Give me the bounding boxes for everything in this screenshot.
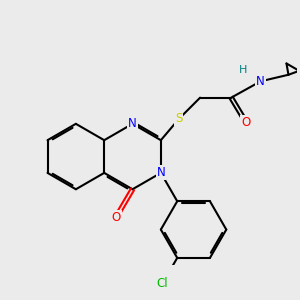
Text: S: S xyxy=(175,112,182,125)
Text: H: H xyxy=(238,65,247,75)
Text: O: O xyxy=(241,116,250,129)
Text: N: N xyxy=(256,75,265,88)
Text: Cl: Cl xyxy=(157,277,168,290)
Text: N: N xyxy=(128,117,137,130)
Text: N: N xyxy=(157,167,165,179)
Text: O: O xyxy=(112,211,121,224)
